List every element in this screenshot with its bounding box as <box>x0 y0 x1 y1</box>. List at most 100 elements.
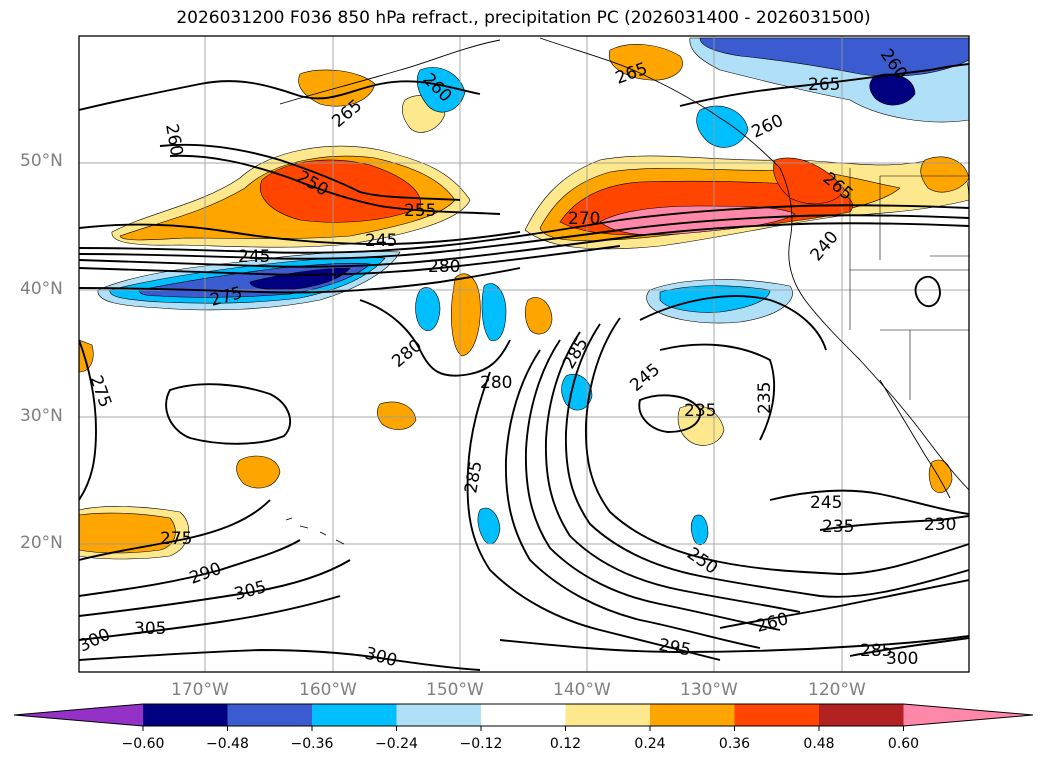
contour-290 <box>79 539 301 597</box>
chart-title: 2026031200 F036 850 hPa refract., precip… <box>176 8 871 28</box>
colorbar-segment <box>396 704 482 726</box>
contour-280-mid <box>359 299 511 377</box>
precip-mid-east-negative-cyan <box>659 285 771 313</box>
colorbar-tick-label: 0.60 <box>888 736 919 752</box>
contour-255 <box>169 154 501 215</box>
contour-label: 255 <box>404 201 436 221</box>
hawaii-islands <box>285 517 345 545</box>
colorbar-tick-label: −0.48 <box>206 736 249 752</box>
map-frame <box>78 35 970 673</box>
colorbar-tick-label: −0.24 <box>375 736 418 752</box>
colorbar-tick-label: −0.12 <box>460 736 503 752</box>
lon-label-120w: 120°W <box>808 680 866 700</box>
precip-east-positive <box>920 156 969 193</box>
colorbar-tick-label: −0.60 <box>122 736 165 752</box>
contour-band-3 <box>79 222 969 268</box>
colorbar-segment <box>819 704 904 726</box>
contour-235-east <box>659 343 776 441</box>
lat-label-20: 20°N <box>20 533 63 553</box>
contour-band-2 <box>79 214 969 260</box>
precip-south-positive <box>677 404 725 446</box>
lon-label-170w: 170°W <box>171 680 229 700</box>
lat-label-50: 50°N <box>20 151 63 171</box>
contour-band-4 <box>79 245 621 276</box>
precip-sw-positive-orange <box>79 512 176 554</box>
contour-coast-closed <box>914 275 941 308</box>
contour-label: 300 <box>886 649 918 669</box>
contour-closed-1 <box>165 383 292 445</box>
contour-label: 280 <box>428 257 460 277</box>
precip-coast-negative <box>696 105 749 148</box>
lat-label-40: 40°N <box>20 279 63 299</box>
contour-label: 245 <box>365 231 397 251</box>
map-background <box>79 36 969 672</box>
contour-label: 230 <box>924 515 956 535</box>
contour-235-south <box>769 489 969 515</box>
precip-south-negative-2 <box>477 507 501 545</box>
coastlines <box>279 37 969 545</box>
colorbar: −0.60 −0.48 −0.36 −0.24 −0.12 0.12 0.24 0.36 0.4… <box>13 703 1034 752</box>
contour-label: 265 <box>808 75 840 95</box>
contour-285-trough <box>466 371 721 661</box>
precip-shading <box>79 37 969 560</box>
coast-baja <box>879 379 951 499</box>
coast-alaska <box>279 37 781 169</box>
states-borders <box>849 168 969 400</box>
colorbar-tick-label: −0.36 <box>291 736 334 752</box>
contour-trough-4 <box>564 323 969 598</box>
colorbar-tick-label: 0.12 <box>550 736 581 752</box>
contour-245-east <box>639 295 827 351</box>
precip-alaska-negative <box>416 67 466 113</box>
colorbar-segment <box>227 704 313 726</box>
contour-265-north <box>679 63 969 107</box>
contour-label: 245 <box>238 247 270 267</box>
contour-trough-3 <box>544 331 801 613</box>
colorbar-tick-label: 0.48 <box>803 736 834 752</box>
refractivity-contours <box>79 63 969 671</box>
precip-band-central-positive-pink <box>599 205 796 236</box>
contour-label: 235 <box>822 517 854 537</box>
lat-label-30: 30°N <box>20 406 63 426</box>
precip-band-west-negative-navy <box>249 267 351 291</box>
lon-label-160w: 160°W <box>299 680 357 700</box>
lon-label-150w: 150°W <box>426 680 484 700</box>
coast-north-america <box>779 167 969 491</box>
contour-285-se <box>849 637 969 657</box>
contour-260-south <box>719 579 969 629</box>
colorbar-segment <box>312 704 397 726</box>
contour-west-275 <box>79 339 97 501</box>
contour-275 <box>79 267 521 294</box>
contour-295 <box>499 635 969 653</box>
precip-streak-2 <box>481 283 507 342</box>
colorbar-tick-label: 0.36 <box>719 736 750 752</box>
contour-trough-2 <box>524 339 781 631</box>
contour-closed-2 <box>638 394 701 433</box>
precip-sw-positive-3 <box>376 401 417 430</box>
contour-band-1 <box>79 204 969 254</box>
colorbar-segment <box>143 704 228 726</box>
precip-ne-negative-royal <box>699 37 969 77</box>
contour-label: 280 <box>480 373 512 393</box>
contour-label: 275 <box>160 529 192 549</box>
precip-sw-positive-2 <box>236 455 281 489</box>
contour-label: 235 <box>684 401 716 421</box>
contour-label: 235 <box>755 382 775 414</box>
colorbar-segment <box>734 704 820 726</box>
precip-streak-4 <box>415 287 441 331</box>
precip-ne-negative-navy <box>869 73 916 106</box>
contour-260-north <box>79 80 481 111</box>
contour-230 <box>819 515 969 531</box>
contour-label: 305 <box>134 619 166 639</box>
contour-label: 285 <box>860 641 892 661</box>
colorbar-tick-label: 0.24 <box>634 736 665 752</box>
contour-250 <box>159 143 461 201</box>
contour-275-sw <box>79 499 271 561</box>
contour-245-upper <box>79 223 521 245</box>
contour-trough-5 <box>584 317 969 575</box>
contour-label: 245 <box>810 493 842 513</box>
lon-label-140w: 140°W <box>553 680 611 700</box>
contour-305-a <box>79 559 351 617</box>
colorbar-extend-low <box>14 704 143 726</box>
contour-label: 270 <box>568 209 600 229</box>
colorbar-extend-high <box>903 704 1033 726</box>
